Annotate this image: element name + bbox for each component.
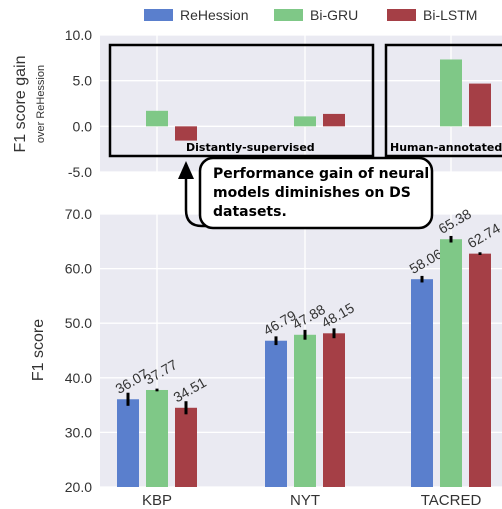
gain-y-axis-label: F1 score gain xyxy=(12,56,29,153)
human-box-label: Human-annotated xyxy=(390,141,502,154)
f1-bar-bi-lstm-nyt xyxy=(323,333,345,487)
legend: ReHession Bi-GRU Bi-LSTM xyxy=(144,7,477,23)
ds-box-label: Distantly-supervised xyxy=(186,141,315,154)
f1-bar-rehession-nyt xyxy=(265,340,287,487)
gain-y-tick--5-0: -5.0 xyxy=(68,164,92,180)
gain-y-tick-10-0: 10.0 xyxy=(65,27,92,43)
f1-bar-bi-lstm-tacred xyxy=(469,253,491,487)
f1-bar-bi-gru-tacred xyxy=(440,239,462,487)
gain-plot-area xyxy=(100,35,502,172)
callout-line-3: datasets. xyxy=(213,204,287,220)
f1-y-tick-20-0: 20.0 xyxy=(65,479,92,495)
f1-x-ticks: KBP NYT TACRED xyxy=(142,492,481,509)
f1-bar-rehession-tacred xyxy=(411,279,433,487)
f1-x-tick-nyt: NYT xyxy=(290,492,320,509)
ds-box xyxy=(108,43,375,158)
callout-box xyxy=(198,156,434,230)
gain-bar-bi-gru-nyt xyxy=(294,116,316,127)
f1-bar-bi-gru-kbp xyxy=(146,389,168,487)
gain-bar-bi-gru-tacred xyxy=(440,59,462,127)
gain-y-tick-0-0: 0.0 xyxy=(73,118,93,134)
f1-bar-rehession-kbp xyxy=(117,399,139,487)
callout: Performance gain of neural models dimini… xyxy=(178,156,434,230)
f1-y-ticks: 20.0 30.0 40.0 50.0 60.0 70.0 xyxy=(65,206,92,495)
legend-label-bilstm: Bi-LSTM xyxy=(423,7,477,23)
legend-swatch-bilstm xyxy=(387,9,416,21)
gain-y-tick-5-0: 5.0 xyxy=(73,73,93,89)
f1-bar-bi-gru-nyt xyxy=(294,334,316,487)
gain-bar-bi-gru-kbp xyxy=(146,110,168,127)
f1-y-axis-label: F1 score xyxy=(30,319,47,381)
gain-bars xyxy=(146,59,491,141)
legend-swatch-rehession xyxy=(144,9,173,21)
callout-line-1: Performance gain of neural xyxy=(213,166,429,182)
callout-arrow-line xyxy=(184,179,216,228)
legend-label-rehession: ReHession xyxy=(180,7,248,23)
gain-y-ticks: -5.0 0.0 5.0 10.0 xyxy=(65,27,92,180)
gain-bar-bi-lstm-nyt xyxy=(323,113,345,127)
callout-arrowhead xyxy=(178,161,194,179)
gain-panel: -5.0 0.0 5.0 10.0 F1 score gain over ReHess… xyxy=(12,27,502,180)
legend-swatch-bigru xyxy=(274,9,303,21)
gain-bar-bi-lstm-kbp xyxy=(175,126,197,141)
callout-line-2: models diminishes on DS xyxy=(213,185,411,201)
f1-y-tick-50-0: 50.0 xyxy=(65,315,92,331)
f1-y-tick-30-0: 30.0 xyxy=(65,424,92,440)
gain-bar-bi-lstm-tacred xyxy=(469,83,491,127)
gain-y-axis-sublabel: over ReHession xyxy=(35,65,47,143)
f1-x-tick-kbp: KBP xyxy=(142,492,172,509)
f1-bar-bi-lstm-kbp xyxy=(175,407,197,487)
f1-y-tick-60-0: 60.0 xyxy=(65,261,92,277)
legend-label-bigru: Bi-GRU xyxy=(310,7,358,23)
human-box xyxy=(384,43,502,158)
f1-y-tick-40-0: 40.0 xyxy=(65,370,92,386)
f1-panel: 20.030.040.050.060.070.0 36.0746.7958.06… xyxy=(30,205,502,509)
f1-x-tick-tacred: TACRED xyxy=(421,492,482,509)
f1-y-tick-70-0: 70.0 xyxy=(65,206,92,222)
gain-grid xyxy=(100,34,502,173)
